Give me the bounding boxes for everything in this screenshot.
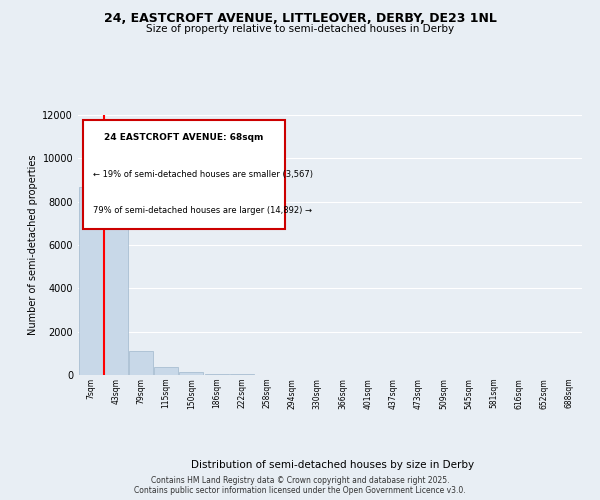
Y-axis label: Number of semi-detached properties: Number of semi-detached properties xyxy=(28,155,38,335)
Bar xyxy=(205,374,229,375)
Text: 24 EASTCROFT AVENUE: 68sqm: 24 EASTCROFT AVENUE: 68sqm xyxy=(104,133,263,142)
Text: 24, EASTCROFT AVENUE, LITTLEOVER, DERBY, DE23 1NL: 24, EASTCROFT AVENUE, LITTLEOVER, DERBY,… xyxy=(104,12,496,26)
Text: ← 19% of semi-detached houses are smaller (3,567): ← 19% of semi-detached houses are smalle… xyxy=(93,170,313,178)
Bar xyxy=(179,372,203,375)
Text: Distribution of semi-detached houses by size in Derby: Distribution of semi-detached houses by … xyxy=(191,460,475,470)
Text: Contains HM Land Registry data © Crown copyright and database right 2025.: Contains HM Land Registry data © Crown c… xyxy=(151,476,449,485)
Bar xyxy=(230,374,254,375)
Text: Size of property relative to semi-detached houses in Derby: Size of property relative to semi-detach… xyxy=(146,24,454,34)
Text: Contains public sector information licensed under the Open Government Licence v3: Contains public sector information licen… xyxy=(134,486,466,495)
Bar xyxy=(79,186,103,375)
Text: 79% of semi-detached houses are larger (14,892) →: 79% of semi-detached houses are larger (… xyxy=(93,206,312,215)
FancyBboxPatch shape xyxy=(83,120,284,230)
Bar xyxy=(154,368,178,375)
Bar xyxy=(129,351,153,375)
Bar xyxy=(104,193,128,375)
